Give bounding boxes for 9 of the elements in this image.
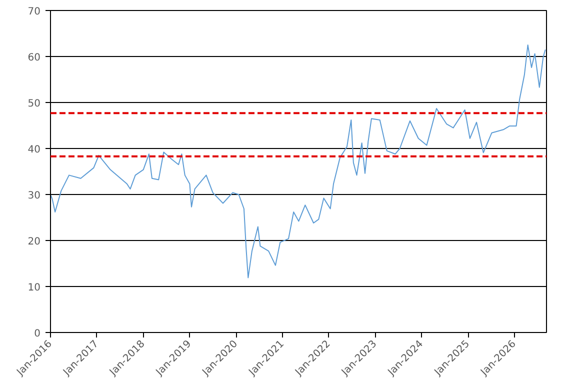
y-tick-label: 40 bbox=[28, 144, 41, 156]
y-tick-label: 20 bbox=[28, 236, 41, 248]
y-tick-label: 30 bbox=[28, 190, 41, 202]
y-tick-label: 70 bbox=[28, 6, 41, 18]
y-tick-label: 0 bbox=[34, 328, 41, 340]
y-tick-label: 50 bbox=[28, 98, 41, 110]
y-tick-label: 60 bbox=[28, 52, 41, 64]
line-series bbox=[50, 44, 546, 278]
y-tick-label: 10 bbox=[28, 282, 41, 294]
